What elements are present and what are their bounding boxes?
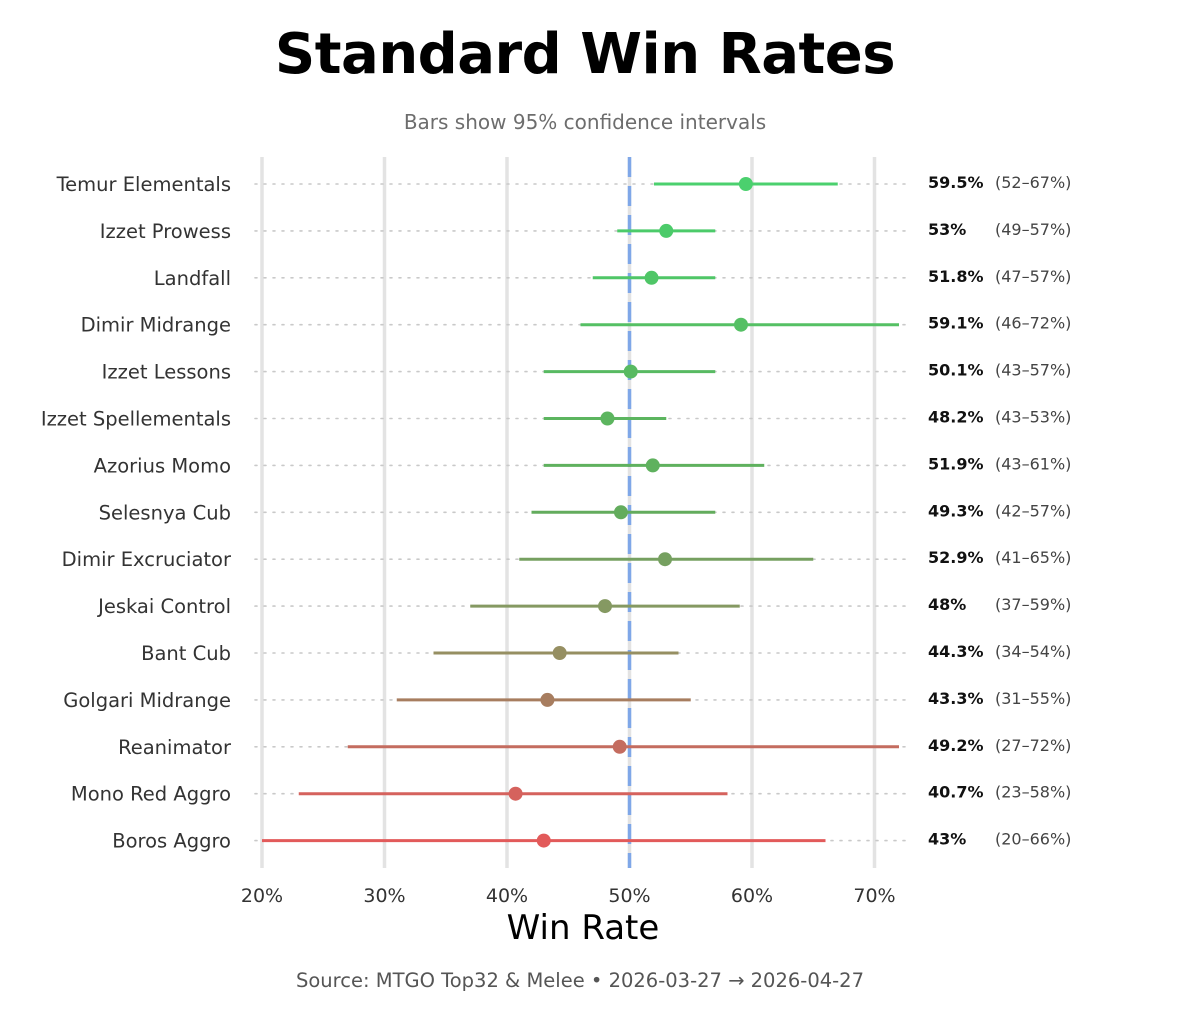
value-label: 43% xyxy=(928,830,966,849)
ci-label: (42–57%) xyxy=(995,501,1071,520)
win-rate-point xyxy=(536,833,551,848)
ci-label: (49–57%) xyxy=(995,220,1071,239)
ci-label: (41–65%) xyxy=(995,548,1071,567)
category-label: Izzet Spellementals xyxy=(41,408,231,431)
value-label: 52.9% xyxy=(928,548,984,567)
ci-label: (52–67%) xyxy=(995,173,1071,192)
row-2: Landfall 51.8% (47–57%) xyxy=(154,267,1072,290)
value-label: 59.1% xyxy=(928,314,984,333)
value-label: 53% xyxy=(928,220,966,239)
row-layer: Temur Elementals 59.5% (52–67%) Izzet Prowe… xyxy=(41,173,1072,853)
row-3: Dimir Midrange 59.1% (46–72%) xyxy=(81,314,1072,337)
ci-label: (23–58%) xyxy=(995,783,1071,802)
value-label: 49.3% xyxy=(928,501,984,520)
value-label: 59.5% xyxy=(928,173,984,192)
row-10: Bant Cub 44.3% (34–54%) xyxy=(141,642,1071,665)
x-tick-label-20: 20% xyxy=(241,885,283,907)
win-rate-point xyxy=(644,270,659,285)
win-rate-point xyxy=(598,599,612,614)
category-label: Bant Cub xyxy=(141,642,231,665)
category-label: Mono Red Aggro xyxy=(71,783,231,806)
value-label: 48.2% xyxy=(928,408,984,427)
x-tick-label-40: 40% xyxy=(486,885,528,907)
category-label: Azorius Momo xyxy=(94,454,231,477)
x-tick-label-60: 60% xyxy=(731,885,773,907)
row-6: Azorius Momo 51.9% (43–61%) xyxy=(94,454,1072,477)
win-rate-point xyxy=(552,646,567,660)
value-label: 49.2% xyxy=(928,736,984,755)
x-tick-label-50: 50% xyxy=(608,885,650,907)
win-rate-point xyxy=(508,786,523,801)
win-rate-point xyxy=(658,552,673,567)
category-label: Dimir Excruciator xyxy=(62,548,232,571)
x-axis-title: Win Rate xyxy=(506,908,660,948)
row-13: Mono Red Aggro 40.7% (23–58%) xyxy=(71,783,1072,806)
category-label: Temur Elementals xyxy=(56,173,231,196)
category-label: Izzet Lessons xyxy=(102,361,231,384)
row-14: Boros Aggro 43% (20–66%) xyxy=(112,830,1071,853)
row-0: Temur Elementals 59.5% (52–67%) xyxy=(56,173,1072,196)
value-label: 48% xyxy=(928,595,966,614)
win-rate-point xyxy=(540,692,555,707)
category-label: Reanimator xyxy=(118,736,232,759)
win-rate-point xyxy=(613,505,628,520)
row-8: Dimir Excruciator 52.9% (41–65%) xyxy=(62,548,1072,571)
value-label: 44.3% xyxy=(928,642,984,661)
x-tick-label-70: 70% xyxy=(853,885,895,907)
source-caption: Source: MTGO Top32 & Melee • 2026-03-27 … xyxy=(296,969,864,992)
win-rate-point xyxy=(623,364,638,379)
win-rate-point xyxy=(645,458,660,473)
row-5: Izzet Spellementals 48.2% (43–53%) xyxy=(41,408,1072,431)
chart-subtitle: Bars show 95% confidence intervals xyxy=(403,110,767,134)
ci-label: (27–72%) xyxy=(995,736,1071,755)
win-rate-point xyxy=(659,223,674,238)
chart-title: Standard Win Rates xyxy=(274,22,896,87)
value-label: 43.3% xyxy=(928,689,984,708)
value-label: 51.9% xyxy=(928,454,984,473)
value-label: 50.1% xyxy=(928,361,984,380)
ci-label: (43–53%) xyxy=(995,408,1071,427)
ci-label: (43–61%) xyxy=(995,454,1071,473)
category-label: Selesnya Cub xyxy=(99,501,231,524)
ci-label: (47–57%) xyxy=(995,267,1071,286)
x-axis-ticks: 20% 30% 40% 50% 60% 70% xyxy=(241,885,896,907)
value-label: 40.7% xyxy=(928,783,984,802)
category-label: Golgari Midrange xyxy=(63,689,231,712)
category-label: Izzet Prowess xyxy=(100,220,231,243)
category-label: Landfall xyxy=(154,267,231,290)
ci-label: (20–66%) xyxy=(995,830,1071,849)
row-9: Jeskai Control 48% (37–59%) xyxy=(96,595,1071,618)
category-label: Boros Aggro xyxy=(112,830,231,853)
win-rate-point xyxy=(733,317,748,332)
category-label: Jeskai Control xyxy=(96,595,231,618)
row-7: Selesnya Cub 49.3% (42–57%) xyxy=(99,501,1072,524)
win-rate-point xyxy=(612,739,627,754)
win-rate-point xyxy=(738,177,753,191)
x-tick-label-30: 30% xyxy=(363,885,405,907)
row-4: Izzet Lessons 50.1% (43–57%) xyxy=(102,361,1072,384)
ci-label: (31–55%) xyxy=(995,689,1071,708)
ci-label: (37–59%) xyxy=(995,595,1071,614)
category-label: Dimir Midrange xyxy=(81,314,231,337)
ci-label: (34–54%) xyxy=(995,642,1071,661)
row-1: Izzet Prowess 53% (49–57%) xyxy=(100,220,1072,243)
ci-label: (46–72%) xyxy=(995,314,1071,333)
win-rate-point xyxy=(600,411,615,426)
ci-label: (43–57%) xyxy=(995,361,1071,380)
row-11: Golgari Midrange 43.3% (31–55%) xyxy=(63,689,1071,712)
value-label: 51.8% xyxy=(928,267,984,286)
row-12: Reanimator 49.2% (27–72%) xyxy=(118,736,1071,759)
